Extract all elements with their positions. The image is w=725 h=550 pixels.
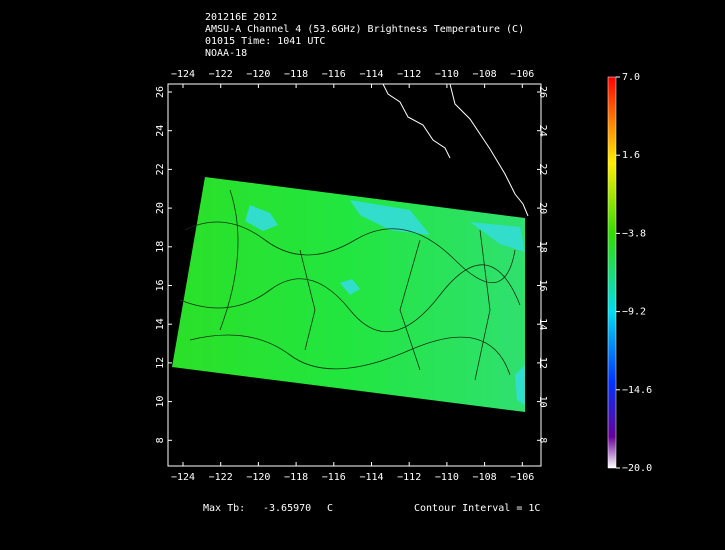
lon-label-top: −110	[435, 69, 459, 80]
lat-label-left: 14	[155, 318, 166, 330]
lon-label-bottom: −122	[209, 472, 233, 483]
lon-label-top: −118	[284, 69, 308, 80]
colorbar-label: 1.6	[622, 150, 640, 161]
lat-label-right: 16	[537, 279, 548, 291]
map-frame	[167, 83, 542, 467]
lon-label-bottom: −112	[397, 472, 421, 483]
lon-label-top: −124	[171, 69, 195, 80]
lon-label-top: −106	[510, 69, 534, 80]
lon-label-top: −108	[473, 69, 497, 80]
lat-label-left: 22	[155, 163, 166, 175]
lon-label-top: −114	[359, 69, 383, 80]
lat-label-left: 10	[155, 396, 166, 408]
lat-label-right: 10	[537, 396, 548, 408]
footer-unit: C	[327, 503, 333, 514]
lat-label-left: 20	[155, 202, 166, 214]
footer-value: -3.65970	[263, 503, 311, 514]
footer-label: Max Tb:	[203, 503, 245, 514]
cold-patches	[245, 200, 525, 405]
lat-label-right: 22	[537, 163, 548, 175]
colorbar-label: −9.2	[622, 307, 646, 318]
lon-label-bottom: −124	[171, 472, 195, 483]
lat-label-left: 26	[155, 86, 166, 98]
lon-label-bottom: −120	[246, 472, 270, 483]
contours	[179, 189, 521, 381]
lat-label-right: 18	[537, 241, 548, 253]
data-swath	[172, 177, 525, 412]
colorbar-label: −3.8	[622, 228, 646, 239]
colorbar-label: 7.0	[622, 72, 640, 83]
colorbar	[607, 76, 617, 469]
lon-label-top: −112	[397, 69, 421, 80]
contour-interval: Contour Interval = 1C	[414, 503, 540, 514]
lon-label-bottom: −118	[284, 472, 308, 483]
colorbar-label: −14.6	[622, 385, 652, 396]
lat-label-right: 24	[537, 125, 548, 137]
lon-label-top: −120	[246, 69, 270, 80]
lat-label-left: 18	[155, 241, 166, 253]
lat-label-right: 26	[537, 86, 548, 98]
header-line: 01015 Time: 1041 UTC	[205, 36, 325, 47]
lat-label-right: 8	[537, 437, 548, 443]
lat-label-left: 8	[155, 437, 166, 443]
lon-label-bottom: −116	[322, 472, 346, 483]
lat-label-left: 12	[155, 357, 166, 369]
lat-label-right: 12	[537, 357, 548, 369]
header-line: 201216E 2012	[205, 12, 277, 23]
lon-label-bottom: −106	[510, 472, 534, 483]
coastline	[382, 83, 529, 217]
header-line: AMSU-A Channel 4 (53.6GHz) Brightness Te…	[205, 24, 524, 35]
lat-label-right: 14	[537, 318, 548, 330]
lon-label-bottom: −108	[473, 472, 497, 483]
lat-label-left: 24	[155, 125, 166, 137]
lat-label-left: 16	[155, 279, 166, 291]
lon-label-bottom: −114	[359, 472, 383, 483]
lon-label-top: −116	[322, 69, 346, 80]
lon-label-bottom: −110	[435, 472, 459, 483]
lat-label-right: 20	[537, 202, 548, 214]
header-line: NOAA-18	[205, 48, 247, 59]
lon-label-top: −122	[209, 69, 233, 80]
colorbar-label: −20.0	[622, 463, 652, 474]
